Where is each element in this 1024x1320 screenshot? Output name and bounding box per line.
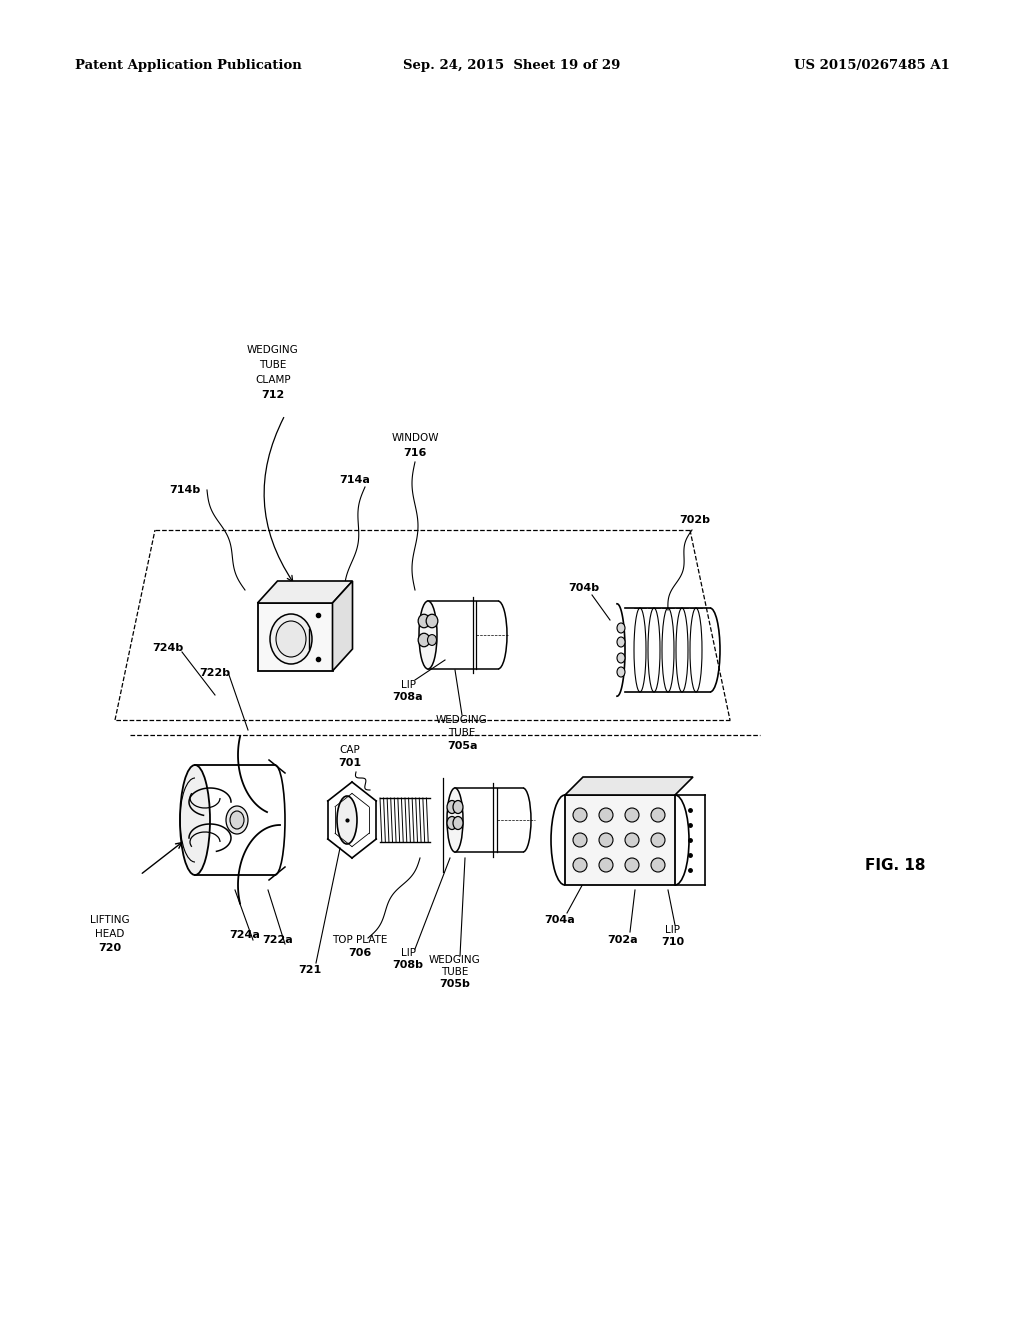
Text: CAP: CAP — [340, 744, 360, 755]
Ellipse shape — [337, 796, 357, 843]
Text: FIG. 18: FIG. 18 — [864, 858, 926, 873]
Text: CLAMP: CLAMP — [255, 375, 291, 385]
Text: 708a: 708a — [392, 692, 423, 702]
Text: LIP: LIP — [666, 925, 681, 935]
Ellipse shape — [651, 858, 665, 873]
Text: HEAD: HEAD — [95, 929, 125, 939]
Ellipse shape — [625, 833, 639, 847]
Text: 702b: 702b — [680, 515, 711, 525]
Ellipse shape — [453, 800, 463, 813]
Ellipse shape — [180, 766, 210, 875]
Text: LIFTING: LIFTING — [90, 915, 130, 925]
Ellipse shape — [418, 614, 430, 628]
Text: 724b: 724b — [153, 643, 183, 653]
Ellipse shape — [447, 817, 457, 829]
Ellipse shape — [447, 788, 463, 851]
Text: 716: 716 — [403, 447, 427, 458]
Text: Sep. 24, 2015  Sheet 19 of 29: Sep. 24, 2015 Sheet 19 of 29 — [403, 58, 621, 71]
Text: 721: 721 — [298, 965, 322, 975]
Text: WEDGING: WEDGING — [436, 715, 487, 725]
Text: 712: 712 — [261, 389, 285, 400]
Text: TOP PLATE: TOP PLATE — [333, 935, 388, 945]
Ellipse shape — [617, 638, 625, 647]
Ellipse shape — [573, 808, 587, 822]
Ellipse shape — [270, 614, 312, 664]
Text: 708b: 708b — [392, 960, 424, 970]
Ellipse shape — [226, 807, 248, 834]
Ellipse shape — [617, 623, 625, 634]
Text: 702a: 702a — [607, 935, 638, 945]
Text: 705a: 705a — [446, 741, 477, 751]
Text: 701: 701 — [339, 758, 361, 768]
Ellipse shape — [276, 620, 306, 657]
Text: 720: 720 — [98, 942, 122, 953]
Text: LIP: LIP — [400, 948, 416, 958]
Ellipse shape — [599, 808, 613, 822]
Text: 722b: 722b — [200, 668, 230, 678]
Text: 704b: 704b — [568, 583, 600, 593]
Ellipse shape — [573, 833, 587, 847]
Text: 722a: 722a — [262, 935, 293, 945]
Bar — [565, 795, 675, 884]
Ellipse shape — [419, 601, 437, 669]
Text: Patent Application Publication: Patent Application Publication — [75, 58, 302, 71]
Text: 714a: 714a — [340, 475, 371, 484]
Text: 706: 706 — [348, 948, 372, 958]
Ellipse shape — [617, 653, 625, 663]
Polygon shape — [333, 581, 352, 671]
Ellipse shape — [617, 667, 625, 677]
Ellipse shape — [427, 635, 436, 645]
Polygon shape — [257, 581, 352, 603]
Ellipse shape — [599, 833, 613, 847]
Text: 704a: 704a — [545, 915, 575, 925]
Text: 710: 710 — [662, 937, 685, 946]
Ellipse shape — [418, 634, 430, 647]
Ellipse shape — [230, 810, 244, 829]
Text: TUBE: TUBE — [449, 729, 476, 738]
Ellipse shape — [453, 817, 463, 829]
Text: TUBE: TUBE — [259, 360, 287, 370]
Text: 705b: 705b — [439, 979, 470, 989]
Ellipse shape — [651, 808, 665, 822]
Ellipse shape — [426, 614, 438, 628]
Text: WEDGING: WEDGING — [247, 345, 299, 355]
Text: WEDGING: WEDGING — [429, 954, 481, 965]
Text: US 2015/0267485 A1: US 2015/0267485 A1 — [795, 58, 950, 71]
Ellipse shape — [599, 858, 613, 873]
Ellipse shape — [651, 833, 665, 847]
Text: TUBE: TUBE — [441, 968, 469, 977]
Ellipse shape — [625, 858, 639, 873]
Polygon shape — [565, 777, 693, 795]
Bar — [257, 603, 333, 671]
Text: LIP: LIP — [400, 680, 416, 690]
Ellipse shape — [447, 800, 457, 813]
Text: 714b: 714b — [169, 484, 201, 495]
Ellipse shape — [625, 808, 639, 822]
Ellipse shape — [573, 858, 587, 873]
Text: 724a: 724a — [229, 931, 260, 940]
Text: WINDOW: WINDOW — [391, 433, 438, 444]
